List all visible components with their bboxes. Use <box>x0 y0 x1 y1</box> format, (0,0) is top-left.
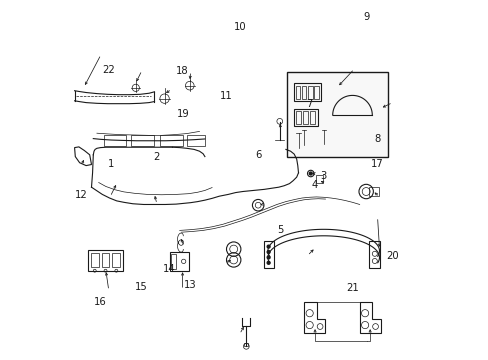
Text: 1: 1 <box>108 159 114 169</box>
Bar <box>186 135 204 146</box>
Bar <box>368 187 379 196</box>
Bar <box>160 135 183 146</box>
Text: 3: 3 <box>320 171 326 181</box>
Text: 19: 19 <box>177 109 189 120</box>
Text: 5: 5 <box>277 225 283 235</box>
Bar <box>294 83 321 101</box>
Text: 2: 2 <box>153 152 159 162</box>
Bar <box>294 109 317 126</box>
Circle shape <box>309 172 311 175</box>
Bar <box>295 86 300 99</box>
Bar <box>104 135 125 146</box>
Bar <box>316 175 322 183</box>
Bar <box>310 111 315 124</box>
Bar <box>171 254 176 269</box>
Text: 14: 14 <box>163 264 176 274</box>
Text: 17: 17 <box>370 159 383 169</box>
Bar <box>302 86 306 99</box>
Bar <box>263 241 273 268</box>
Text: 7: 7 <box>305 99 312 109</box>
Bar <box>303 111 307 124</box>
Bar <box>244 343 248 346</box>
Bar <box>88 250 123 271</box>
Bar <box>286 72 387 157</box>
Text: 22: 22 <box>102 65 115 75</box>
Text: 8: 8 <box>374 134 380 144</box>
Circle shape <box>266 251 269 253</box>
Bar <box>314 86 318 99</box>
Text: 11: 11 <box>220 91 232 102</box>
Text: 20: 20 <box>385 251 398 261</box>
Bar <box>102 253 108 267</box>
Text: 13: 13 <box>184 280 196 290</box>
Bar <box>368 241 380 268</box>
Text: 6: 6 <box>255 150 262 160</box>
Bar <box>170 252 188 271</box>
Circle shape <box>266 261 269 264</box>
Text: 4: 4 <box>311 180 317 190</box>
Text: 15: 15 <box>134 282 147 292</box>
Circle shape <box>266 245 269 248</box>
Text: 16: 16 <box>93 297 106 307</box>
Bar <box>307 86 312 99</box>
Text: 12: 12 <box>75 190 88 201</box>
Text: 21: 21 <box>346 283 358 293</box>
Bar <box>131 135 154 146</box>
Text: 18: 18 <box>176 66 188 76</box>
Bar <box>112 253 120 267</box>
Bar <box>295 111 301 124</box>
Circle shape <box>266 256 269 259</box>
Text: 10: 10 <box>233 22 246 32</box>
Bar <box>91 253 99 267</box>
Text: 9: 9 <box>363 12 369 22</box>
